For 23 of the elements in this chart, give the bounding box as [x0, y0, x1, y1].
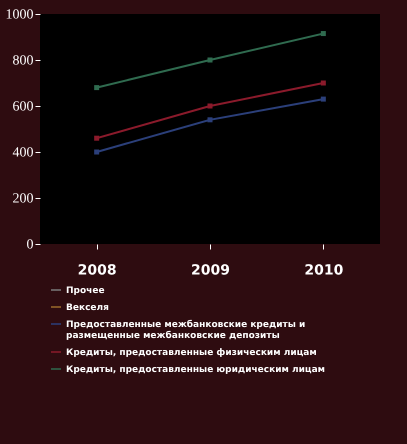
point	[320, 31, 326, 36]
point	[94, 85, 100, 90]
point	[94, 136, 100, 141]
x-tick-label: 2008	[78, 262, 117, 278]
point	[320, 80, 326, 86]
legend-label: Прочее	[66, 286, 105, 296]
y-tick-label: 0	[26, 238, 34, 252]
legend-label: Предоставленные межбанковские кредиты и размещенные межбанковские депозиты	[66, 319, 306, 341]
point	[94, 150, 100, 154]
x-tick-label: 2010	[304, 262, 344, 278]
legend-label: Кредиты, предоставленные юридическим лицам	[66, 365, 326, 375]
y-tick-label: 1000	[6, 8, 34, 22]
y-tick-label: 200	[12, 192, 34, 206]
y-tick-label: 800	[12, 54, 34, 68]
point	[320, 96, 326, 102]
x-tick-label: 2009	[191, 262, 230, 278]
y-tick-label: 600	[12, 100, 34, 114]
legend-label: Векселя	[66, 303, 110, 313]
y-tick-label: 400	[12, 146, 34, 160]
point	[208, 104, 212, 108]
legend-label: Кредиты, предоставленные физическим лицам	[66, 348, 317, 358]
point	[208, 58, 212, 62]
point	[208, 117, 212, 122]
